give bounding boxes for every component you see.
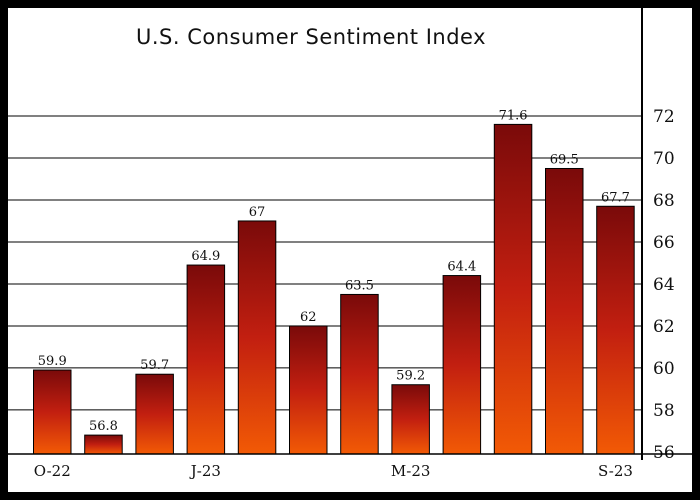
data-label: 59.7 (140, 358, 169, 373)
bar (340, 293, 379, 455)
y-tick-label: 64 (653, 275, 675, 295)
x-tick-label: O-22 (34, 462, 71, 480)
y-tick-label: 66 (653, 233, 675, 253)
data-label: 56.8 (89, 419, 118, 434)
bar (493, 123, 533, 455)
data-label: 64.4 (447, 260, 476, 275)
bar (545, 167, 584, 455)
bar (391, 384, 430, 455)
data-label: 71.6 (499, 108, 528, 123)
chart-frame: 59.9 56.8 59.7 64.9 67 62 63.5 59.2 64.4 71.6 69.5… (8, 8, 692, 492)
y-tick-label: 60 (653, 359, 675, 379)
y-axis-ticks: 56 58 60 62 64 66 68 70 72 (653, 107, 675, 463)
x-tick-label: J-23 (189, 462, 221, 480)
bar (186, 264, 226, 455)
bar (442, 275, 482, 455)
y-tick-label: 58 (653, 401, 675, 421)
y-tick-label: 70 (653, 149, 675, 169)
data-label: 67 (249, 205, 266, 220)
chart-title: U.S. Consumer Sentiment Index (136, 25, 486, 49)
y-tick-label: 62 (653, 317, 675, 337)
bar (289, 325, 328, 455)
bars (33, 123, 635, 455)
data-label: 59.2 (396, 369, 425, 384)
y-tick-label: 72 (653, 107, 675, 127)
x-tick-label: M-23 (391, 462, 431, 480)
bar (84, 434, 123, 455)
data-label: 69.5 (550, 152, 579, 167)
bar (33, 369, 72, 455)
data-labels: 59.9 56.8 59.7 64.9 67 62 63.5 59.2 64.4 71.6 69.5… (38, 108, 630, 434)
y-tick-label: 56 (653, 443, 675, 463)
data-label: 59.9 (38, 354, 67, 369)
bar-chart: 59.9 56.8 59.7 64.9 67 62 63.5 59.2 64.4 71.6 69.5… (8, 8, 692, 480)
data-label: 67.7 (601, 190, 630, 205)
bar (135, 373, 174, 455)
data-label: 62 (300, 310, 317, 325)
data-label: 64.9 (191, 249, 220, 264)
x-axis-ticks: O-22 J-23 M-23 S-23 (34, 462, 633, 480)
y-tick-label: 68 (653, 191, 675, 211)
x-tick-label: S-23 (598, 462, 633, 480)
bar (596, 205, 635, 455)
data-label: 63.5 (345, 278, 374, 293)
bar (237, 220, 277, 455)
